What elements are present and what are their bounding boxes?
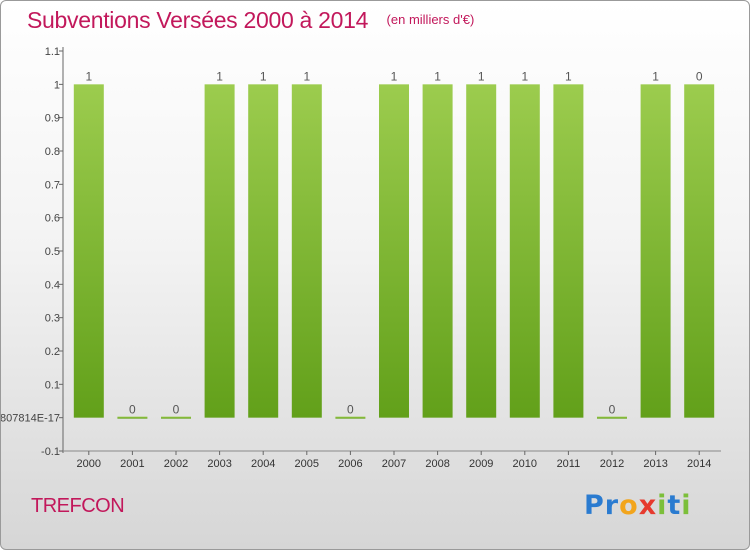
data-label: 1 [216, 69, 223, 83]
data-label: 1 [521, 69, 528, 83]
y-tick-label: 0.5 [45, 246, 60, 258]
x-tick-label: 2012 [600, 458, 624, 470]
x-tick-label: 2004 [251, 458, 275, 470]
data-label: 0 [696, 69, 703, 83]
data-label: 0 [609, 403, 616, 417]
bar [553, 84, 584, 418]
data-label: 1 [391, 69, 398, 83]
logo-letter: P [584, 490, 605, 521]
bar [509, 84, 540, 418]
data-label: 1 [434, 69, 441, 83]
data-label: 1 [565, 69, 572, 83]
logo-letter: i [657, 490, 668, 521]
commune-name: TREFCON [31, 495, 125, 517]
bar [161, 416, 191, 419]
bar [248, 84, 279, 418]
data-label: 0 [129, 403, 136, 417]
chart-title: Subventions Versées 2000 à 2014 [27, 7, 369, 33]
logo-letter: x [638, 490, 658, 521]
x-tick-label: 2010 [513, 458, 537, 470]
data-label: 1 [260, 69, 267, 83]
y-tick-label: 1.3877787807814E-17 [1, 413, 60, 425]
data-label: 1 [303, 69, 310, 83]
bar [117, 416, 148, 419]
x-tick-label: 2002 [164, 458, 188, 470]
y-tick-label: 0.9 [45, 113, 60, 125]
chart-unit-label: (en milliers d'€) [386, 12, 475, 27]
y-tick-label: -0.1 [41, 446, 60, 458]
logo-letter: r [604, 490, 620, 521]
data-label: 1 [85, 69, 92, 83]
y-tick-label: 1 [54, 79, 60, 91]
x-tick-label: 2005 [295, 458, 319, 470]
bar [204, 84, 235, 418]
y-tick-label: 0.2 [45, 346, 60, 358]
data-label: 0 [173, 403, 180, 417]
data-label: 0 [347, 403, 354, 417]
data-label: 1 [652, 69, 659, 83]
logo-letter: t [667, 490, 682, 521]
bar [291, 84, 322, 418]
title-row: Subventions Versées 2000 à 2014 (en mill… [27, 7, 474, 34]
x-tick-label: 2009 [469, 458, 493, 470]
y-tick-label: 0.6 [45, 213, 60, 225]
bar [335, 416, 366, 419]
x-tick-label: 2007 [382, 458, 406, 470]
data-label: 1 [478, 69, 485, 83]
x-tick-label: 2000 [77, 458, 101, 470]
x-tick-label: 2001 [120, 458, 144, 470]
y-tick-label: 0.3 [45, 313, 60, 325]
y-tick-label: 0.1 [45, 379, 60, 391]
bar [466, 84, 497, 418]
x-tick-label: 2014 [687, 458, 711, 470]
logo-letter: o [619, 490, 639, 521]
logo-letter: i [681, 490, 692, 521]
y-tick-label: 1.1 [45, 46, 60, 58]
x-tick-label: 2003 [207, 458, 231, 470]
x-tick-label: 2006 [338, 458, 362, 470]
proxiti-logo[interactable]: Proxiti [584, 490, 692, 521]
bar [73, 84, 104, 418]
x-tick-label: 2013 [643, 458, 667, 470]
bar [597, 416, 627, 419]
y-tick-label: 0.4 [45, 279, 60, 291]
bar [640, 84, 671, 418]
bar [684, 84, 715, 418]
bar [379, 84, 409, 418]
y-tick-label: 0.7 [45, 179, 60, 191]
x-tick-label: 2011 [557, 458, 581, 470]
bar [422, 84, 453, 418]
x-tick-label: 2008 [425, 458, 449, 470]
y-tick-label: 0.8 [45, 146, 60, 158]
